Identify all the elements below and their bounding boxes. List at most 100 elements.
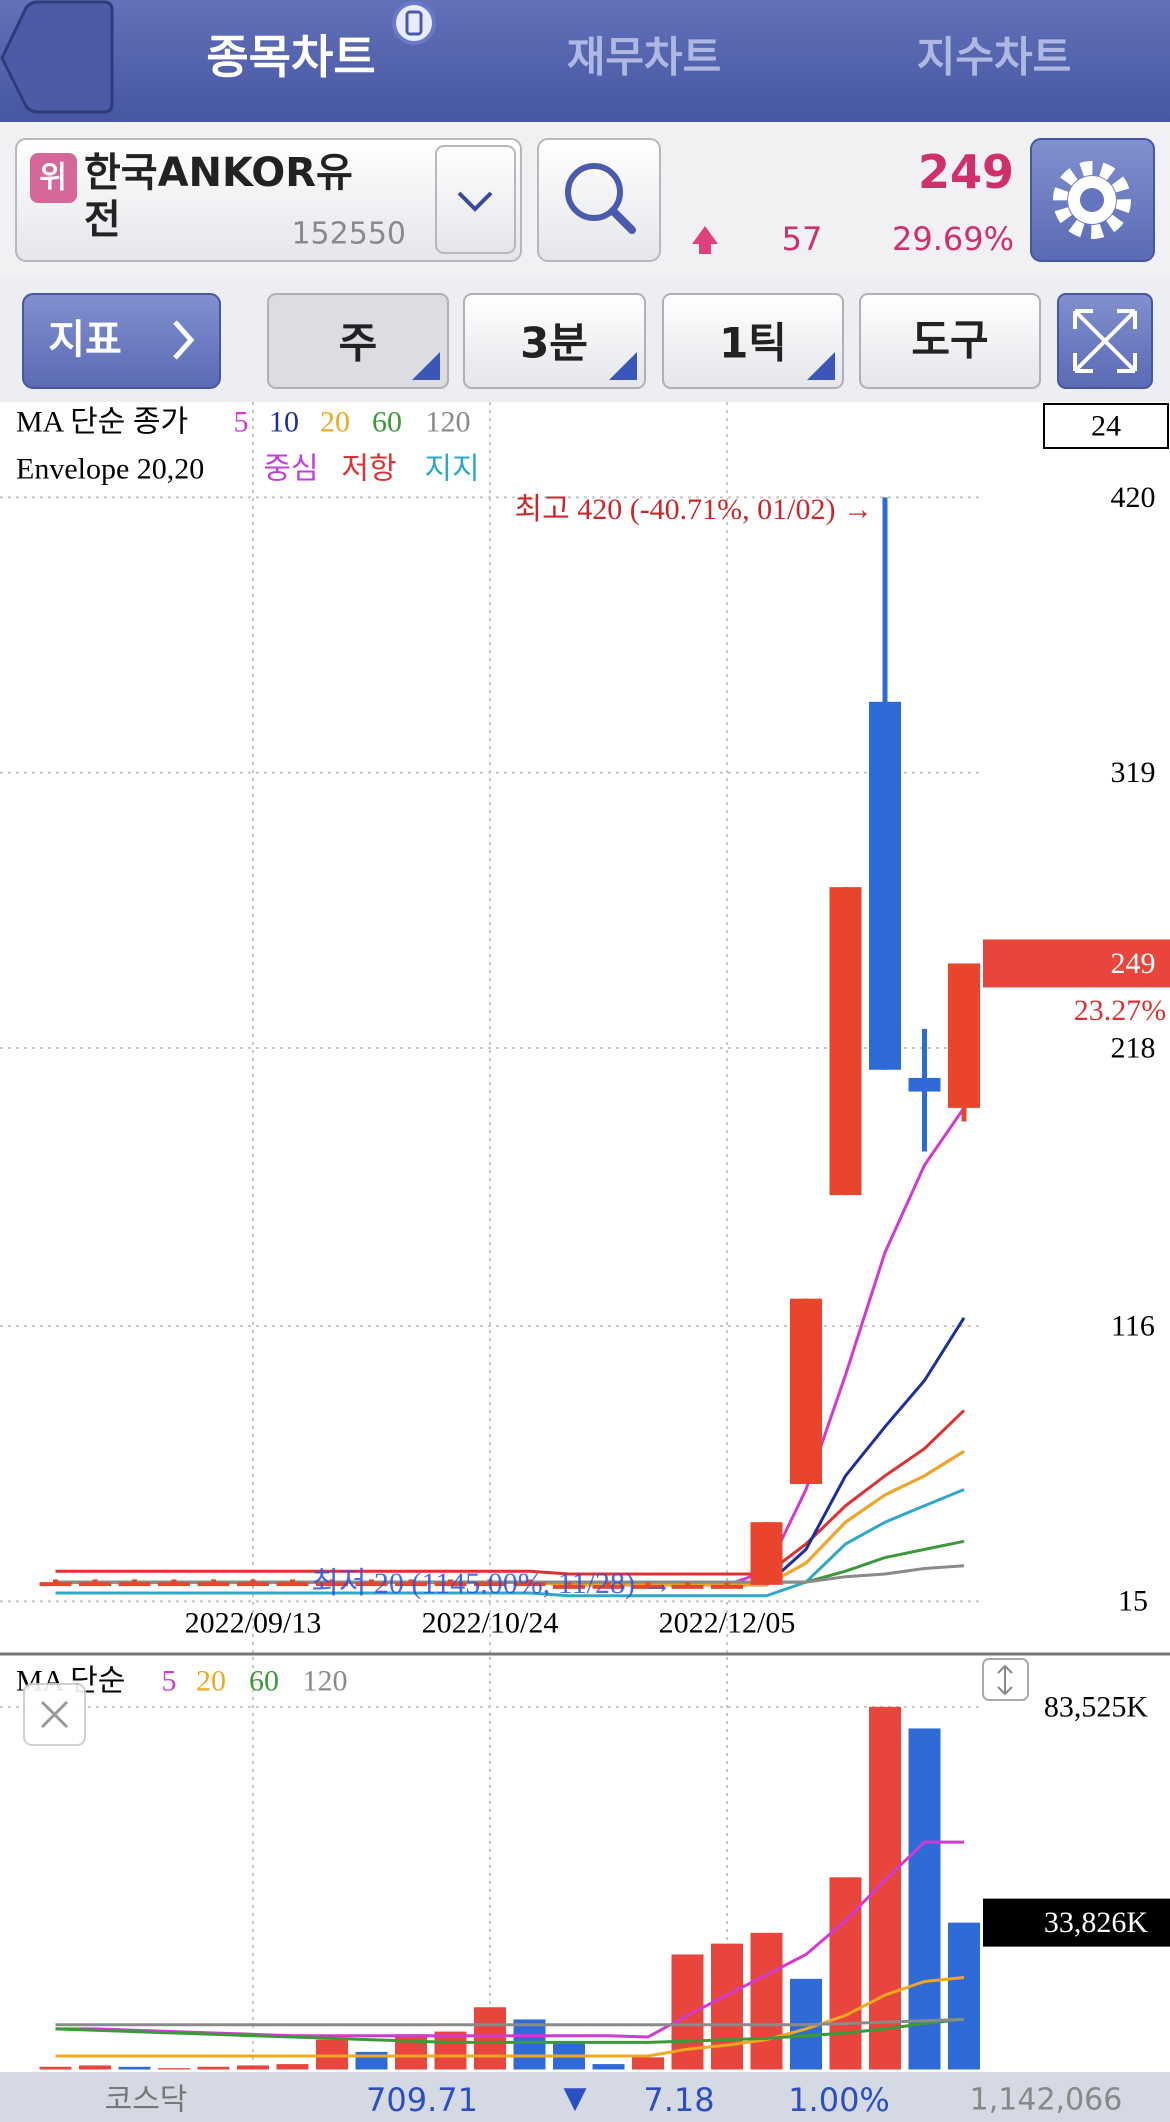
indicator-label: 지표 [48,317,122,363]
market-change-rate: 1.00% [788,2081,890,2119]
candle-body [750,1522,783,1585]
volume-bar [908,1728,941,2070]
volume-bar [276,2064,309,2070]
legend-title: MA 단순 종가 [16,406,188,439]
y-tick-label: 218 [1111,1031,1156,1064]
ma-line [55,1450,965,1587]
resize-icon [997,1664,1013,1696]
candle-body [592,1584,625,1589]
candle-body [197,1582,230,1587]
indicator-button[interactable] [22,293,221,389]
x-tick-label: 2022/10/24 [422,1607,559,1640]
candle-body [474,1582,506,1587]
candle-body [79,1582,111,1587]
footer-bar [0,2072,1170,2122]
envelope-title: Envelope 20,20 [16,453,204,486]
tab[interactable]: 재무차트 [567,33,722,82]
search-icon-handle [609,207,636,234]
stock-box[interactable] [15,138,522,262]
corner-mark [609,352,637,380]
x-tick-label: 2022/09/13 [185,1607,322,1640]
volume-bar [158,2068,190,2070]
market-direction: ▼ [563,2081,586,2116]
period-button[interactable] [267,293,449,389]
legend-item: 60 [249,1665,279,1698]
volume-bar [474,2007,506,2070]
legend-item: 20 [196,1665,226,1698]
legend-item: 120 [426,406,471,439]
corner-mark [807,352,835,380]
indicator-chevron [173,320,195,360]
ma-line [55,1488,965,1598]
dropdown-button[interactable] [435,145,516,254]
price: 249 [918,145,1014,199]
visible-count: 24 [1091,410,1121,443]
badge [30,153,77,203]
y-tick-label: 319 [1111,756,1156,789]
candle-body [118,1582,151,1587]
ma-line [55,2017,965,2044]
price-tag-label: 249 [1111,947,1156,980]
price-tag-change: 23.27% [1074,994,1167,1027]
high-annotation: 최고 420 (-40.71%, 01/02) → [515,493,874,526]
candle-body [158,1582,190,1587]
legend-item: 5 [162,1665,177,1698]
volume-bar [197,2066,230,2070]
volume-bar [79,2065,111,2070]
candle-body [948,963,980,1108]
close-icon [40,1700,69,1729]
price-change: 57 [782,220,823,258]
stock-code: 152550 [291,217,406,252]
y-tick-label: 420 [1111,481,1156,514]
up-arrow [692,226,718,254]
legend-item: 60 [372,406,402,439]
candle-body [711,1584,743,1589]
header-bar [0,0,1170,122]
back-button[interactable] [0,0,114,114]
volume-bar [632,2057,664,2070]
tick-label: 1틱 [719,319,787,368]
ma-line [55,2017,965,2027]
legend-item: 20 [320,406,350,439]
ma-line [55,1409,966,1576]
candle-body [869,701,901,1070]
corner-mark [412,352,440,380]
ma-line [55,1450,965,1587]
tab-icon-phone [405,10,423,36]
volume-tag [983,1898,1170,1947]
gear-teeth [1053,161,1131,239]
period-label: 주 [339,319,378,368]
candle-body [395,1582,427,1587]
volume-bar [237,2065,269,2070]
tab[interactable]: 지수차트 [917,33,1072,82]
legend-item: 저항 [341,453,396,486]
legend-item: 지지 [424,453,479,486]
ma-line [55,1107,966,1587]
tab-active[interactable]: 종목차트 [206,30,375,84]
tab-icon [392,1,436,45]
candle-body [553,1584,585,1589]
tool-button[interactable] [859,293,1041,389]
search-button[interactable] [537,138,661,262]
legend-item: 10 [269,406,299,439]
volume-bar [434,2031,467,2070]
minute-button[interactable] [463,293,646,389]
legend-item: 120 [303,1665,348,1698]
y-tick-label: 15 [1118,1585,1148,1618]
ma-line [55,1840,964,2039]
market-volume: 1,142,066 [970,2083,1123,2118]
volume-bar [750,1932,783,2070]
tick-button[interactable] [662,293,844,389]
legend-item: 5 [234,406,249,439]
x-tick-label: 2022/12/05 [659,1607,796,1640]
badge-text: 위 [39,161,67,196]
ma-line [55,1564,965,1584]
ma-line [55,1317,966,1587]
gear-hole [1080,188,1104,212]
volume-bar [39,2066,72,2070]
volume-bar [592,2064,625,2070]
volume-bar [513,2019,546,2070]
volume-bar [948,1922,980,2070]
close-button[interactable] [23,1683,86,1746]
chevron [457,191,493,212]
